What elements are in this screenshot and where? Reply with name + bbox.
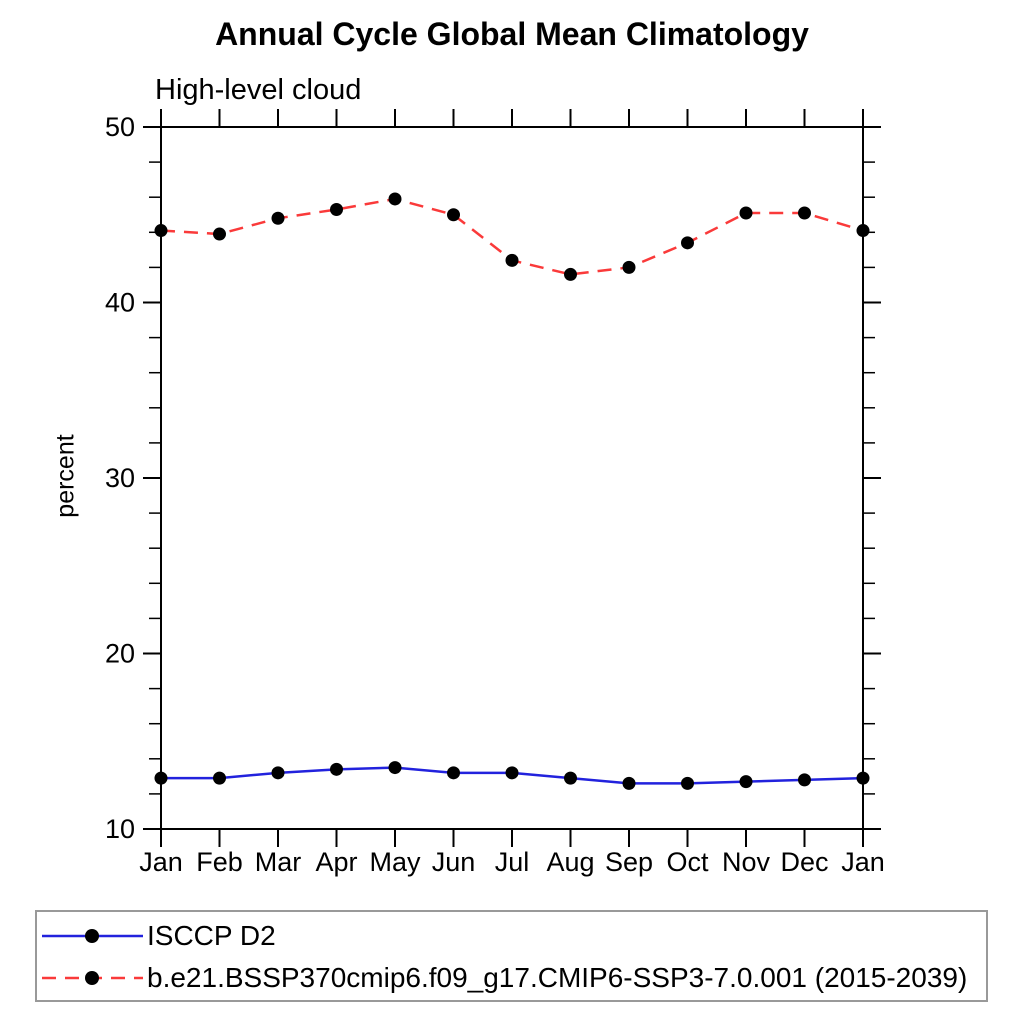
plot-frame (160, 126, 864, 830)
data-point-marker (271, 766, 285, 780)
x-tick-label: Jun (432, 847, 476, 877)
data-point-marker (213, 771, 226, 785)
data-point-marker (505, 766, 519, 780)
legend-label: b.e21.BSSP370cmip6.f09_g17.CMIP6-SSP3-7.… (147, 962, 968, 993)
legend-sample-marker (85, 971, 99, 985)
data-point-marker (622, 260, 636, 274)
data-point-marker (798, 206, 811, 220)
legend: ISCCP D2 b.e21.BSSP370cmip6.f09_g17.CMIP… (35, 910, 988, 1002)
data-point-marker (681, 236, 694, 250)
chart-subtitle: High-level cloud (155, 74, 362, 106)
data-point-marker (564, 267, 577, 281)
data-point-marker (564, 771, 577, 785)
y-tick-label: 50 (105, 112, 135, 142)
data-point-marker (622, 776, 636, 790)
x-tick-label: Aug (546, 847, 594, 877)
data-point-marker (856, 224, 870, 238)
data-point-marker (213, 227, 226, 241)
x-tick-label: May (369, 847, 421, 877)
y-tick-label: 10 (105, 814, 135, 844)
x-tick-label: Mar (255, 847, 302, 877)
data-point-marker (447, 766, 460, 780)
data-point-marker (154, 771, 168, 785)
legend-line-sample-icon (42, 971, 143, 985)
legend-label: ISCCP D2 (147, 920, 276, 951)
legend-item-isccp-d2: ISCCP D2 (40, 919, 276, 953)
x-tick-label: Sep (605, 847, 653, 877)
y-tick-label: 40 (105, 288, 135, 318)
x-tick-label: Nov (722, 847, 771, 877)
x-tick-label: Apr (315, 847, 357, 877)
data-point-marker (388, 192, 402, 206)
x-tick-label: Oct (666, 847, 709, 877)
x-tick-label: Jan (139, 847, 183, 877)
y-tick-label: 20 (105, 639, 135, 669)
data-point-marker (447, 208, 460, 222)
data-point-marker (154, 224, 168, 238)
chart-title: Annual Cycle Global Mean Climatology (215, 16, 809, 52)
legend-line-sample-icon (42, 929, 143, 943)
x-tick-label: Dec (780, 847, 828, 877)
data-point-marker (271, 211, 285, 225)
data-point-marker (330, 202, 343, 216)
data-point-marker (505, 253, 519, 267)
x-tick-label: Feb (196, 847, 243, 877)
data-point-marker (856, 771, 870, 785)
legend-item-model-run: b.e21.BSSP370cmip6.f09_g17.CMIP6-SSP3-7.… (40, 961, 967, 995)
data-point-marker (739, 206, 753, 220)
data-point-marker (681, 776, 694, 790)
legend-sample-marker (85, 929, 99, 943)
data-point-marker (739, 775, 753, 789)
x-tick-label: Jul (495, 847, 530, 877)
data-point-marker (388, 761, 402, 775)
y-tick-label: 30 (105, 463, 135, 493)
data-point-marker (798, 773, 811, 787)
x-tick-label: Jan (841, 847, 885, 877)
data-point-marker (330, 762, 343, 776)
